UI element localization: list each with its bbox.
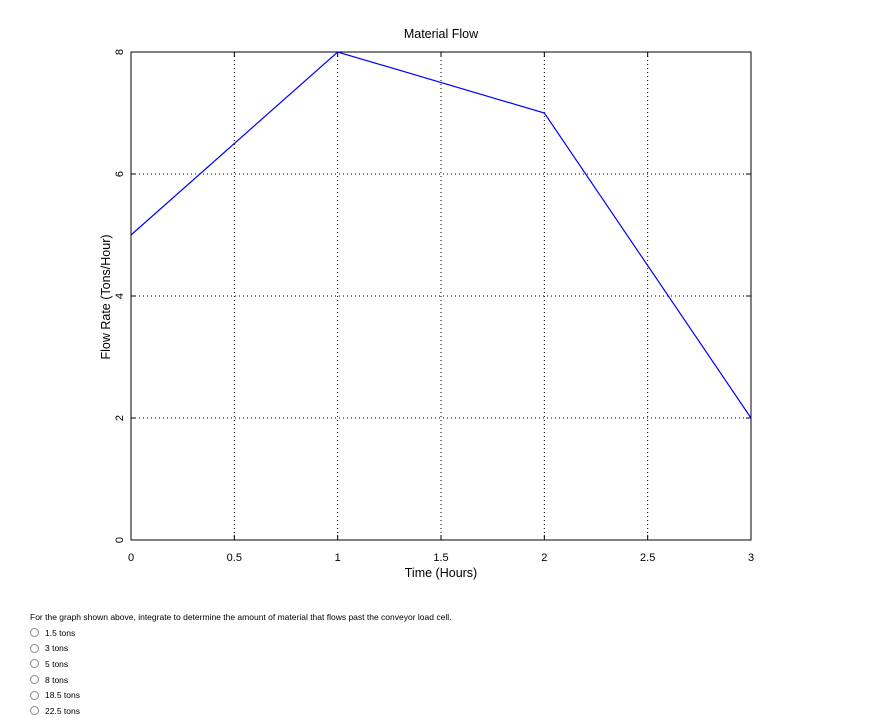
radio-button[interactable] bbox=[30, 675, 39, 685]
x-axis-label: Time (Hours) bbox=[405, 566, 477, 580]
y-tick-label: 8 bbox=[114, 49, 126, 55]
material-flow-chart: 0 0.5 1 1.5 2 2.5 3 0 2 4 6 8 Material Flow Time (H… bbox=[99, 27, 754, 580]
x-tick-label: 2.5 bbox=[640, 552, 655, 564]
radio-button[interactable] bbox=[30, 690, 39, 700]
x-tick-label: 0 bbox=[128, 552, 134, 564]
option-label: 3 tons bbox=[45, 643, 69, 654]
answer-options: 1.5 tons 3 tons 5 tons 8 tons 18.5 tons … bbox=[30, 625, 80, 719]
x-tick-label: 2 bbox=[541, 552, 547, 564]
x-tick-label: 3 bbox=[748, 552, 754, 564]
radio-button[interactable] bbox=[30, 628, 39, 638]
y-tick-label: 2 bbox=[114, 415, 126, 421]
x-tick-label: 1.5 bbox=[433, 552, 448, 564]
axis-ticks bbox=[130, 51, 752, 541]
grid-lines bbox=[131, 52, 751, 540]
y-tick-label: 4 bbox=[114, 293, 126, 299]
option-5-tons[interactable]: 5 tons bbox=[30, 656, 80, 672]
series-layer bbox=[130, 51, 752, 419]
question-text: For the graph shown above, integrate to … bbox=[30, 612, 452, 622]
option-label: 22.5 tons bbox=[45, 705, 80, 716]
radio-button[interactable] bbox=[30, 643, 39, 653]
option-3-tons[interactable]: 3 tons bbox=[30, 641, 80, 657]
tick-labels: 0 0.5 1 1.5 2 2.5 3 0 2 4 6 8 bbox=[114, 49, 754, 564]
option-label: 1.5 tons bbox=[45, 627, 76, 638]
option-18-5-tons[interactable]: 18.5 tons bbox=[30, 687, 80, 703]
radio-button[interactable] bbox=[30, 706, 39, 716]
option-label: 8 tons bbox=[45, 674, 69, 685]
chart-title: Material Flow bbox=[404, 27, 479, 41]
y-tick-label: 6 bbox=[114, 171, 126, 177]
radio-button[interactable] bbox=[30, 659, 39, 669]
x-tick-label: 1 bbox=[335, 552, 341, 564]
option-label: 5 tons bbox=[45, 658, 69, 669]
option-1-5-tons[interactable]: 1.5 tons bbox=[30, 625, 80, 641]
x-tick-label: 0.5 bbox=[227, 552, 242, 564]
option-label: 18.5 tons bbox=[45, 690, 80, 701]
y-axis-label: Flow Rate (Tons/Hour) bbox=[99, 234, 113, 359]
option-8-tons[interactable]: 8 tons bbox=[30, 672, 80, 688]
y-tick-label: 0 bbox=[114, 537, 126, 543]
option-22-5-tons[interactable]: 22.5 tons bbox=[30, 703, 80, 719]
series-line bbox=[130, 51, 752, 419]
